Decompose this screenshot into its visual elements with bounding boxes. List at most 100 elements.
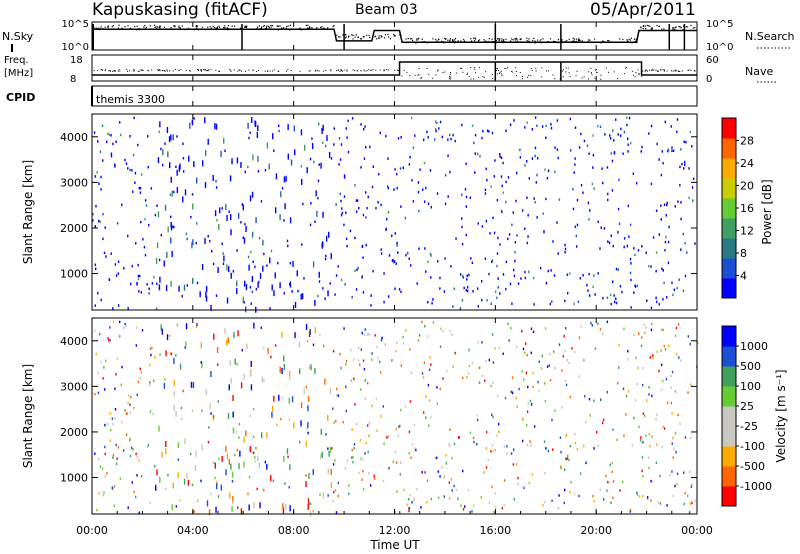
echo-cell <box>506 452 508 455</box>
echo-cell <box>192 203 194 210</box>
echo-cell <box>361 478 363 481</box>
echo-cell <box>664 249 666 252</box>
echo-cell <box>656 413 658 416</box>
echo-cell <box>485 359 487 363</box>
nsearch-point <box>134 28 136 30</box>
echo-cell <box>166 251 168 258</box>
echo-cell <box>491 413 493 417</box>
echo-cell <box>371 352 373 355</box>
echo-cell <box>525 371 528 375</box>
echo-cell <box>255 217 257 224</box>
echo-cell <box>520 277 522 280</box>
echo-cell <box>354 184 356 187</box>
nave-point <box>527 76 529 78</box>
echo-cell <box>402 166 404 170</box>
echo-cell <box>429 356 431 359</box>
echo-cell <box>513 119 515 122</box>
echo-cell <box>284 482 286 485</box>
nsearch-point <box>236 28 238 31</box>
nave-point <box>142 69 144 71</box>
nsearch-tick-bottom: 10^0 <box>706 42 733 53</box>
echo-cell <box>170 280 172 287</box>
echo-cell <box>224 327 226 334</box>
nave-point <box>370 70 372 72</box>
echo-cell <box>463 286 465 290</box>
nave-point <box>233 69 235 71</box>
nave-point <box>590 67 592 69</box>
echo-cell <box>215 123 218 130</box>
echo-cell <box>588 272 590 276</box>
nave-point <box>595 69 597 71</box>
velocity-data <box>93 320 699 517</box>
nsearch-point <box>130 28 132 30</box>
echo-cell <box>248 475 251 479</box>
echo-cell <box>364 328 366 331</box>
echo-cell <box>428 399 431 402</box>
nsearch-point <box>569 41 571 43</box>
echo-cell <box>177 472 179 479</box>
echo-cell <box>629 508 632 512</box>
velocity-frame <box>91 317 698 515</box>
nave-point <box>197 69 199 71</box>
nsearch-point <box>145 26 147 29</box>
echo-cell <box>340 213 343 217</box>
echo-cell <box>676 286 678 290</box>
echo-cell <box>168 136 171 143</box>
nsearch-point <box>267 25 270 28</box>
echo-cell <box>308 330 311 337</box>
echo-cell <box>527 235 529 238</box>
nsearch-point <box>265 28 268 30</box>
colorbar-swatch <box>722 118 736 139</box>
echo-cell <box>497 236 499 240</box>
nsearch-point <box>530 42 532 44</box>
nave-point <box>660 69 662 71</box>
echo-cell <box>558 343 561 346</box>
echo-cell <box>462 469 464 473</box>
echo-cell <box>287 153 289 160</box>
nave-point <box>269 70 271 72</box>
echo-cell <box>283 355 285 362</box>
echo-cell <box>623 327 625 331</box>
echo-cell <box>184 189 187 196</box>
nave-point <box>496 68 498 70</box>
echo-cell <box>279 366 281 373</box>
nsearch-point <box>640 27 642 29</box>
nsearch-point <box>568 38 570 40</box>
echo-cell <box>687 391 689 394</box>
echo-cell <box>327 468 329 475</box>
echo-cell <box>550 269 552 272</box>
echo-cell <box>107 132 109 136</box>
echo-cell <box>207 138 209 145</box>
echo-cell <box>503 445 506 448</box>
cpid-label: CPID <box>6 91 35 104</box>
echo-cell <box>592 154 595 157</box>
nsearch-point <box>271 25 274 27</box>
echo-cell <box>372 165 374 168</box>
echo-cell <box>352 460 354 464</box>
nsearch-point <box>575 38 578 40</box>
echo-cell <box>301 293 304 300</box>
echo-cell <box>359 439 362 442</box>
echo-cell <box>222 252 224 255</box>
nave-point <box>101 69 103 71</box>
echo-cell <box>461 123 463 127</box>
nsearch-point <box>502 42 504 44</box>
echo-cell <box>233 332 235 339</box>
nave-point <box>450 76 452 78</box>
echo-cell <box>372 269 374 273</box>
nsearch-point <box>460 40 462 42</box>
echo-cell <box>257 455 259 462</box>
nave-point <box>569 75 571 77</box>
nave-point <box>547 70 549 72</box>
nave-point <box>368 69 370 71</box>
echo-cell <box>628 116 631 120</box>
echo-cell <box>100 361 102 364</box>
echo-cell <box>97 371 99 375</box>
echo-cell <box>543 230 545 233</box>
echo-cell <box>365 216 367 219</box>
echo-cell <box>530 327 533 330</box>
nave-point <box>239 69 241 71</box>
nave-point <box>118 69 120 71</box>
echo-cell <box>249 446 252 453</box>
echo-cell <box>486 178 488 182</box>
